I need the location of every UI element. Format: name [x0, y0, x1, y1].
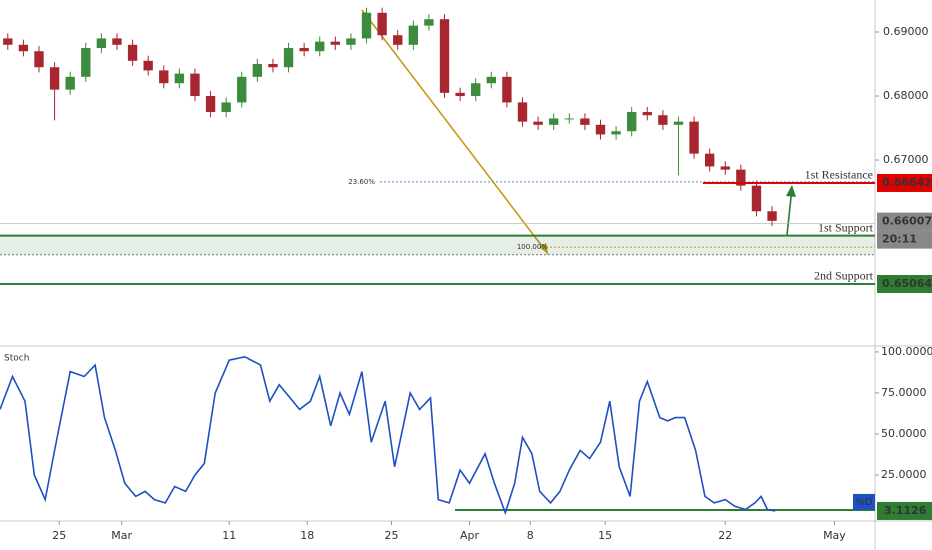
candle-body — [439, 19, 450, 93]
candle-body — [143, 60, 153, 71]
candle-body — [190, 73, 200, 97]
candle-body — [486, 76, 496, 84]
candle-body — [704, 153, 715, 167]
candle-body — [564, 118, 574, 120]
support-zone — [0, 235, 875, 255]
arrow-head — [539, 243, 548, 254]
x-tick-label: 8 — [527, 529, 534, 542]
candle-body — [408, 25, 419, 45]
x-tick-label: Apr — [460, 529, 480, 542]
candle-body — [642, 112, 652, 116]
y-tick-label: 100.0000 — [881, 345, 932, 358]
candle-body — [3, 38, 13, 45]
level-price: 0.65064 — [882, 277, 932, 290]
candle-body — [736, 169, 746, 186]
fib-label: 100.00% — [517, 243, 548, 251]
level-label: 2nd Support — [814, 269, 874, 283]
y-tick-label: 0.69000 — [883, 25, 929, 38]
fib-arrow — [361, 9, 549, 255]
x-tick-label: 22 — [718, 529, 732, 542]
candle-body — [673, 121, 684, 125]
y-tick-label: 25.0000 — [881, 468, 927, 481]
candle-body — [268, 64, 278, 68]
countdown-box — [877, 230, 932, 249]
candle-body — [205, 96, 216, 113]
countdown: 20:11 — [882, 233, 917, 246]
value-box — [877, 501, 932, 520]
candle-body — [751, 185, 762, 212]
level-price-box — [877, 274, 932, 293]
x-tick-label: May — [823, 529, 846, 542]
y-tick-label: 75.0000 — [881, 386, 927, 399]
candle-body — [283, 48, 294, 68]
y-tick-label: 50.0000 — [881, 427, 927, 440]
x-tick-label: 25 — [384, 529, 398, 542]
fib-label: 23.60% — [348, 178, 375, 186]
x-tick-label: 15 — [598, 529, 612, 542]
candle-body — [159, 70, 169, 84]
candle-body — [361, 12, 372, 39]
candle-body — [252, 64, 263, 77]
value-label: 3.1126 — [884, 504, 927, 517]
candle-body — [611, 131, 621, 135]
level-label: 1st Support — [818, 220, 874, 234]
candle-body — [455, 92, 465, 97]
candle-body — [49, 67, 60, 90]
candle-body — [689, 121, 699, 154]
candle-body — [112, 38, 122, 45]
candle-body — [658, 115, 668, 125]
stoch-line — [0, 355, 776, 516]
indicator-title: Stoch — [4, 354, 29, 364]
candle-body — [346, 38, 356, 45]
candle-body — [221, 102, 231, 113]
x-tick-label: 18 — [300, 529, 314, 542]
candle-body — [330, 41, 341, 45]
candle-body — [81, 48, 91, 77]
candle-body — [517, 102, 528, 122]
candle-body — [471, 83, 481, 97]
candle-body — [767, 211, 777, 221]
y-tick-label: 0.68000 — [883, 89, 929, 102]
candle-body — [127, 44, 138, 61]
y-tick-label: 0.67000 — [883, 153, 929, 166]
candle-body — [377, 12, 387, 36]
level-price-box — [877, 173, 932, 192]
candle-body — [627, 112, 637, 132]
candle-body — [533, 121, 543, 125]
candle-body — [174, 73, 185, 84]
candle-body — [96, 38, 107, 49]
current-price: 0.66007 — [882, 215, 932, 228]
x-tick-label: Mar — [111, 529, 132, 542]
candle-body — [18, 44, 29, 52]
candle-body — [549, 118, 559, 125]
candle-body — [424, 19, 434, 26]
candle-body — [595, 124, 606, 135]
legend-box — [853, 493, 875, 510]
candle-body — [237, 76, 247, 103]
candle-body — [580, 118, 590, 125]
x-tick-label: 25 — [52, 529, 66, 542]
x-tick-label: 11 — [222, 529, 236, 542]
candle-body — [502, 76, 512, 103]
level-price: 0.66642 — [882, 176, 932, 189]
candle-body — [393, 35, 403, 45]
candle-body — [34, 51, 44, 68]
candle-body — [720, 166, 730, 170]
level-label: 1st Resistance — [805, 168, 873, 182]
arrow-head — [786, 185, 796, 197]
candle-body — [315, 41, 325, 52]
legend-name: %D — [855, 497, 873, 508]
current-price-box — [877, 212, 932, 231]
candle-body — [299, 48, 309, 52]
candle-body — [65, 76, 75, 90]
